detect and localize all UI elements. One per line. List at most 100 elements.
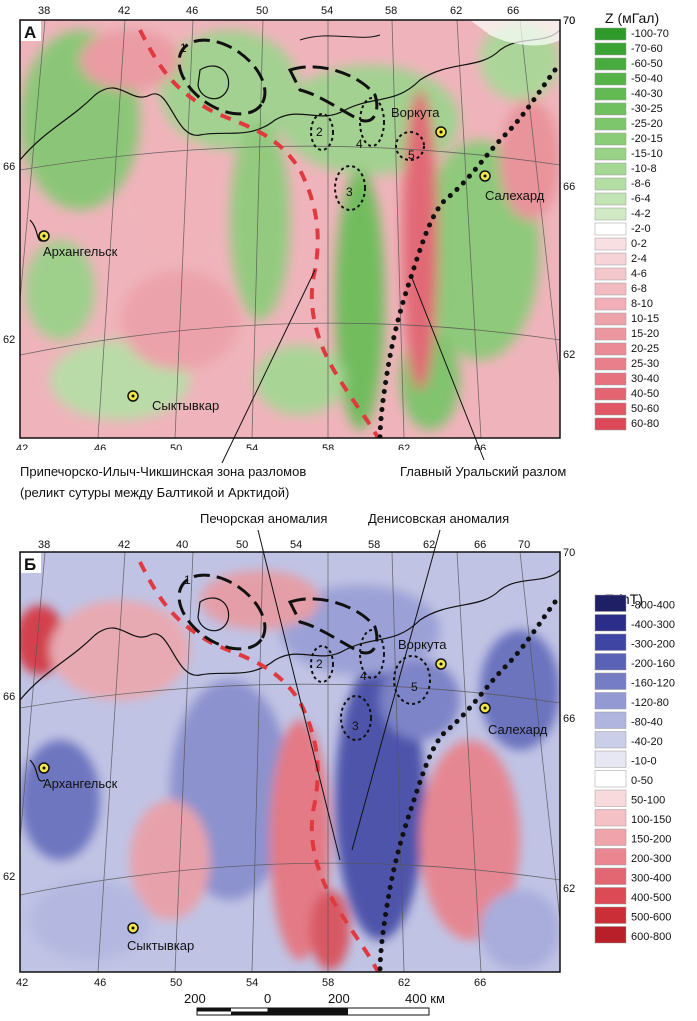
legend-label: -25-20 — [631, 118, 663, 130]
legend-swatch — [594, 867, 627, 885]
zone-label-1: 1 — [184, 573, 191, 587]
city-marker-arkhangelsk — [38, 762, 50, 774]
legend-label: -4-2 — [631, 208, 651, 220]
legend-label: 60-80 — [631, 418, 659, 430]
legend-swatch — [594, 711, 627, 729]
right-tick-label: 62 — [563, 883, 575, 895]
right-tick-label: 70 — [563, 15, 575, 27]
city-marker-syktyvkar — [127, 922, 139, 934]
legend-swatch — [594, 672, 627, 690]
legend-swatch — [594, 327, 627, 341]
top-tick-label: 38 — [38, 5, 50, 17]
legend-swatch — [594, 342, 627, 356]
legend-label: 400-500 — [631, 892, 671, 904]
bottom-tick-label: 54 — [246, 977, 258, 989]
legend-swatch — [594, 357, 627, 371]
panel-letter-a: А — [24, 23, 36, 42]
scale-label-200-right: 200 — [328, 991, 350, 1006]
city-marker-salekhard — [479, 702, 491, 714]
legend-label: -800-400 — [631, 600, 675, 612]
city-label-arkhangelsk: Архангельск — [43, 244, 118, 259]
legend-label: -50-40 — [631, 73, 663, 85]
top-tick-label: 70 — [518, 540, 530, 551]
legend-swatch — [594, 402, 627, 416]
panel-a-gravity-map: А 1 2 3 4 5 Архангельск Сыктывкар Воркут… — [3, 5, 669, 450]
top-tick-label: 50 — [256, 5, 268, 17]
legend-swatch — [594, 614, 627, 632]
zone-label-4: 4 — [360, 669, 367, 683]
legend-label: -30-25 — [631, 103, 663, 115]
legend-swatch — [594, 57, 627, 71]
top-tick-label: 54 — [321, 5, 333, 17]
legend-swatch — [594, 192, 627, 206]
scale-label-0: 0 — [264, 991, 271, 1006]
legend-label: -70-60 — [631, 43, 663, 55]
legend-label: 150-200 — [631, 834, 671, 846]
legend-swatch — [594, 906, 627, 924]
legend-swatch — [594, 750, 627, 768]
top-tick-label: 50 — [236, 540, 248, 551]
legend-label: 20-25 — [631, 343, 659, 355]
scale-label-200-left: 200 — [184, 991, 206, 1006]
legend-label: 300-400 — [631, 873, 671, 885]
scale-bar: 200 0 200 400 км — [184, 991, 445, 1016]
legend-label: 0-2 — [631, 238, 647, 250]
anomaly-leader-lines — [257, 529, 441, 861]
legend-label: 15-20 — [631, 328, 659, 340]
legend-swatch — [594, 417, 627, 431]
city-marker-syktyvkar — [127, 390, 139, 402]
legend-label: -200-160 — [631, 658, 675, 670]
bottom-tick-label: 54 — [246, 443, 258, 450]
legend-label: -2-0 — [631, 223, 651, 235]
caption-main-ural-fault: Главный Уральский разлом — [400, 464, 567, 479]
legend-b: -800-400 -400-300 -300-200 -200-160 -160-120… — [594, 594, 675, 944]
caption-denisov-anomaly: Денисовская аномалия — [368, 511, 510, 526]
legend-label: 200-300 — [631, 853, 671, 865]
zone-label-2: 2 — [316, 125, 323, 139]
legend-label: 100-150 — [631, 814, 671, 826]
legend-label: 10-15 — [631, 313, 659, 325]
zone-label-2: 2 — [316, 657, 323, 671]
legend-swatch — [594, 312, 627, 326]
top-tick-label: 66 — [474, 540, 486, 551]
legend-swatch — [594, 594, 627, 612]
legend-label: -300-200 — [631, 639, 675, 651]
top-tick-label: 58 — [368, 540, 380, 551]
legend-swatch — [594, 102, 627, 116]
caption-pripechorsk-line2: (реликт сутуры между Балтикой и Арктидой… — [20, 485, 290, 500]
city-label-vorkuta: Воркута — [391, 105, 440, 120]
top-tick-label: 66 — [507, 5, 519, 17]
legend-swatch — [594, 372, 627, 386]
left-tick-label: 66 — [3, 161, 15, 173]
legend-swatch — [594, 789, 627, 807]
left-tick-label: 62 — [3, 871, 15, 883]
legend-swatch — [594, 692, 627, 710]
top-tick-label: 40 — [176, 540, 188, 551]
legend-swatch — [594, 267, 627, 281]
legend-swatch — [594, 177, 627, 191]
legend-label: -120-80 — [631, 697, 669, 709]
bottom-tick-label: 58 — [322, 443, 334, 450]
city-label-syktyvkar: Сыктывкар — [127, 938, 194, 953]
bottom-tick-label: 62 — [398, 443, 410, 450]
legend-label: -160-120 — [631, 678, 675, 690]
legend-label: 0-50 — [631, 775, 653, 787]
city-label-salekhard: Салехард — [485, 188, 545, 203]
top-tick-label: 54 — [290, 540, 302, 551]
legend-label: 25-30 — [631, 358, 659, 370]
right-tick-label: 66 — [563, 181, 575, 193]
bottom-tick-label: 42 — [16, 443, 28, 450]
bottom-tick-label: 46 — [94, 977, 106, 989]
legend-swatch — [594, 252, 627, 266]
legend-swatch — [594, 387, 627, 401]
legend-swatch — [594, 770, 627, 788]
legend-label: 50-100 — [631, 795, 665, 807]
legend-swatch — [594, 222, 627, 236]
legend-swatch — [594, 237, 627, 251]
legend-label: 40-50 — [631, 388, 659, 400]
bottom-tick-label: 62 — [398, 977, 410, 989]
legend-swatch — [594, 42, 627, 56]
right-tick-label: 62 — [563, 349, 575, 361]
legend-label: 8-10 — [631, 298, 653, 310]
zone-label-4: 4 — [356, 137, 363, 151]
